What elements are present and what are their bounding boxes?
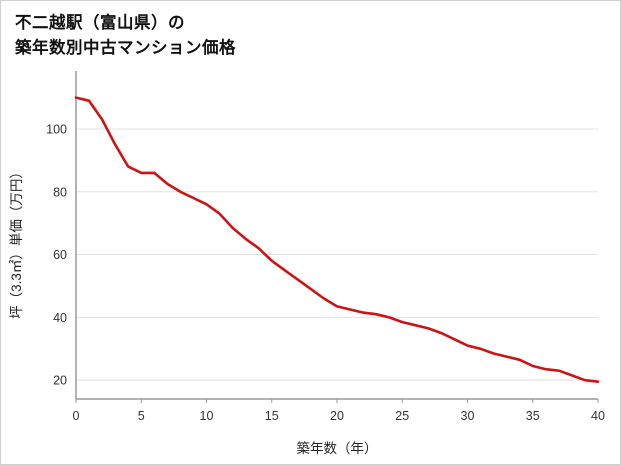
tick-labels: 20 40 60 80 100 0 5 10 15 20 25 30 35 40 <box>46 122 605 423</box>
x-axis-label: 築年数（年） <box>297 441 378 456</box>
x-tick-label: 5 <box>138 409 145 423</box>
x-tick-label: 30 <box>461 409 475 423</box>
y-tick-label: 100 <box>46 122 67 136</box>
y-tick-label: 40 <box>53 311 67 325</box>
price-line-chart: 20 40 60 80 100 0 5 10 15 20 25 30 35 40 築年数（年） 坪（3.3… <box>9 71 605 456</box>
price-line-series <box>74 96 600 384</box>
y-tick-label: 60 <box>53 248 67 262</box>
x-tick-label: 35 <box>526 409 540 423</box>
x-tick-label: 0 <box>73 409 80 423</box>
chart-title-line2: 築年数別中古マンション価格 <box>15 38 236 57</box>
y-tick-label: 80 <box>53 185 67 199</box>
x-tick-label: 40 <box>591 409 605 423</box>
y-axis-label: 坪（3.3㎡）単価（万円） <box>9 165 24 319</box>
price-line <box>74 96 600 384</box>
x-tick-label: 15 <box>265 409 279 423</box>
x-tick-label: 10 <box>200 409 214 423</box>
chart-title-line1: 不二越駅（富山県）の <box>15 14 185 32</box>
x-tick-label: 20 <box>330 409 344 423</box>
x-tick-label: 25 <box>395 409 409 423</box>
y-tick-label: 20 <box>53 374 67 388</box>
axes <box>75 71 599 403</box>
chart-title: 不二越駅（富山県）の 築年数別中古マンション価格 <box>15 11 236 61</box>
gridlines <box>76 128 598 381</box>
